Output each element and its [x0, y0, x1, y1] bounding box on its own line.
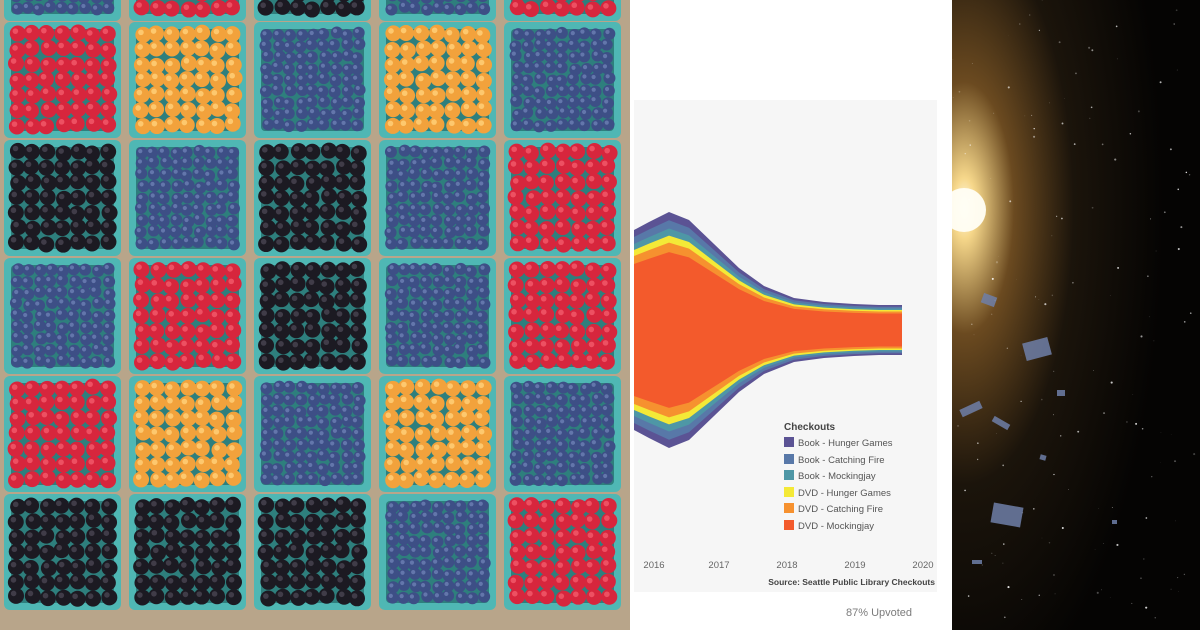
berries-photo	[0, 0, 630, 630]
debris-fragment	[1057, 390, 1065, 396]
legend-label: DVD - Catching Fire	[798, 504, 883, 515]
legend-item: Book - Mockingjay	[784, 470, 876, 484]
legend-swatch	[784, 486, 794, 497]
legend-item: Book - Hunger Games	[784, 437, 893, 451]
x-tick-label: 2017	[708, 560, 730, 571]
sun	[952, 188, 986, 232]
x-tick-label: 2018	[776, 560, 798, 571]
streamgraph-card: Checkouts Book - Hunger Games Book - Catc…	[634, 100, 937, 592]
x-tick-label: 2016	[643, 560, 665, 571]
chart-source: Source: Seattle Public Library Checkouts	[768, 577, 935, 587]
legend-label: Book - Hunger Games	[798, 438, 893, 449]
legend-label: DVD - Hunger Games	[798, 487, 891, 499]
debris-fragment	[991, 415, 1011, 431]
x-tick-label: 2020	[912, 560, 934, 571]
legend-swatch	[784, 503, 794, 513]
debris-fragment	[1022, 336, 1052, 362]
legend-swatch	[784, 437, 794, 447]
legend-label: Book - Mockingjay	[798, 471, 876, 482]
legend-swatch	[784, 470, 794, 480]
debris-fragment	[980, 292, 998, 308]
chart-panel: Checkouts Book - Hunger Games Book - Catc…	[630, 0, 952, 630]
upvote-ratio: 87% Upvoted	[846, 607, 913, 619]
debris-fragment	[990, 502, 1024, 528]
legend-label: Book - Catching Fire	[798, 454, 885, 466]
legend-item: DVD - Catching Fire	[784, 503, 883, 517]
space-debris-image	[952, 0, 1200, 630]
streamgraph	[634, 212, 902, 448]
x-tick-label: 2019	[844, 560, 866, 571]
legend-item: Book - Catching Fire	[784, 453, 885, 468]
legend-item: DVD - Mockingjay	[784, 519, 875, 534]
legend-swatch	[784, 519, 794, 530]
debris-fragment	[1112, 520, 1117, 524]
debris-fragment	[1039, 454, 1047, 461]
stream-layer-6	[634, 252, 902, 408]
space-photo	[952, 0, 1200, 630]
debris-fragment	[972, 560, 982, 564]
berry-baskets-image	[4, 0, 621, 610]
legend-item: DVD - Hunger Games	[784, 486, 891, 501]
debris-fragment	[959, 400, 983, 418]
legend-label: DVD - Mockingjay	[798, 520, 875, 532]
legend-swatch	[784, 453, 794, 464]
legend-title: Checkouts	[784, 422, 836, 433]
